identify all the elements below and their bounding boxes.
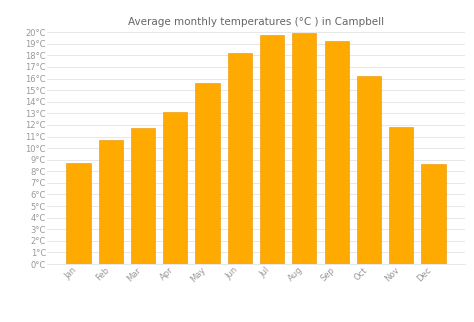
Bar xyxy=(357,76,381,264)
Bar xyxy=(421,164,446,264)
Bar xyxy=(292,33,317,264)
Bar xyxy=(99,140,123,264)
Bar xyxy=(389,127,413,264)
Bar xyxy=(228,53,252,264)
Title: Average monthly temperatures (°C ) in Campbell: Average monthly temperatures (°C ) in Ca… xyxy=(128,17,384,27)
Bar xyxy=(325,42,349,264)
Bar xyxy=(163,112,187,264)
Bar xyxy=(66,163,91,264)
Bar xyxy=(195,83,219,264)
Bar xyxy=(260,34,284,264)
Bar xyxy=(131,128,155,264)
